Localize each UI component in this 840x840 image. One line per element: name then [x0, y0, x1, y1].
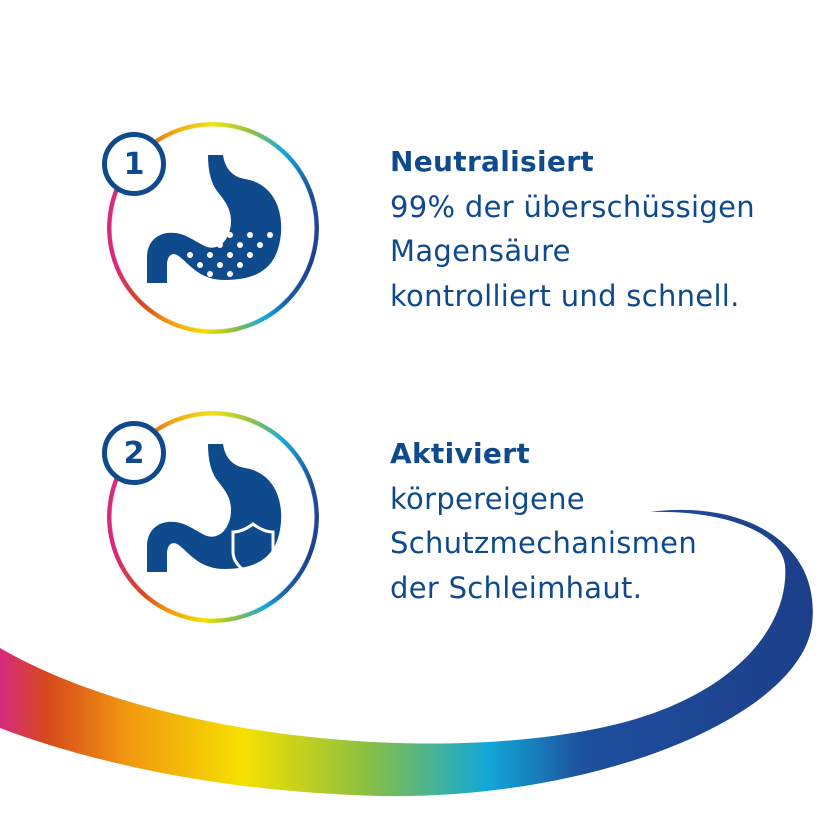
feature-line: kontrolliert und schnell.: [390, 278, 740, 313]
feature-line: Magensäure: [390, 234, 571, 268]
feature-line: der Schleimhaut.: [390, 570, 643, 605]
feature-line: 99% der überschüssigen: [390, 189, 755, 224]
feature-line: körpereigene: [390, 481, 585, 516]
stomach-shield-icon: [147, 444, 282, 578]
stomach-acid-icon: [147, 155, 282, 283]
step-number-badge: 1: [102, 132, 166, 196]
feature-text: Neutralisiert 99% der überschüssigen Mag…: [390, 140, 755, 318]
feature-title: Aktiviert: [390, 437, 531, 470]
step-number-badge: 2: [102, 421, 166, 485]
feature-line: Schutzmechanismen: [390, 526, 698, 560]
feature-title: Neutralisiert: [390, 145, 594, 178]
feature-text: Aktiviert körpereigene Schutzmechanismen…: [390, 432, 697, 610]
